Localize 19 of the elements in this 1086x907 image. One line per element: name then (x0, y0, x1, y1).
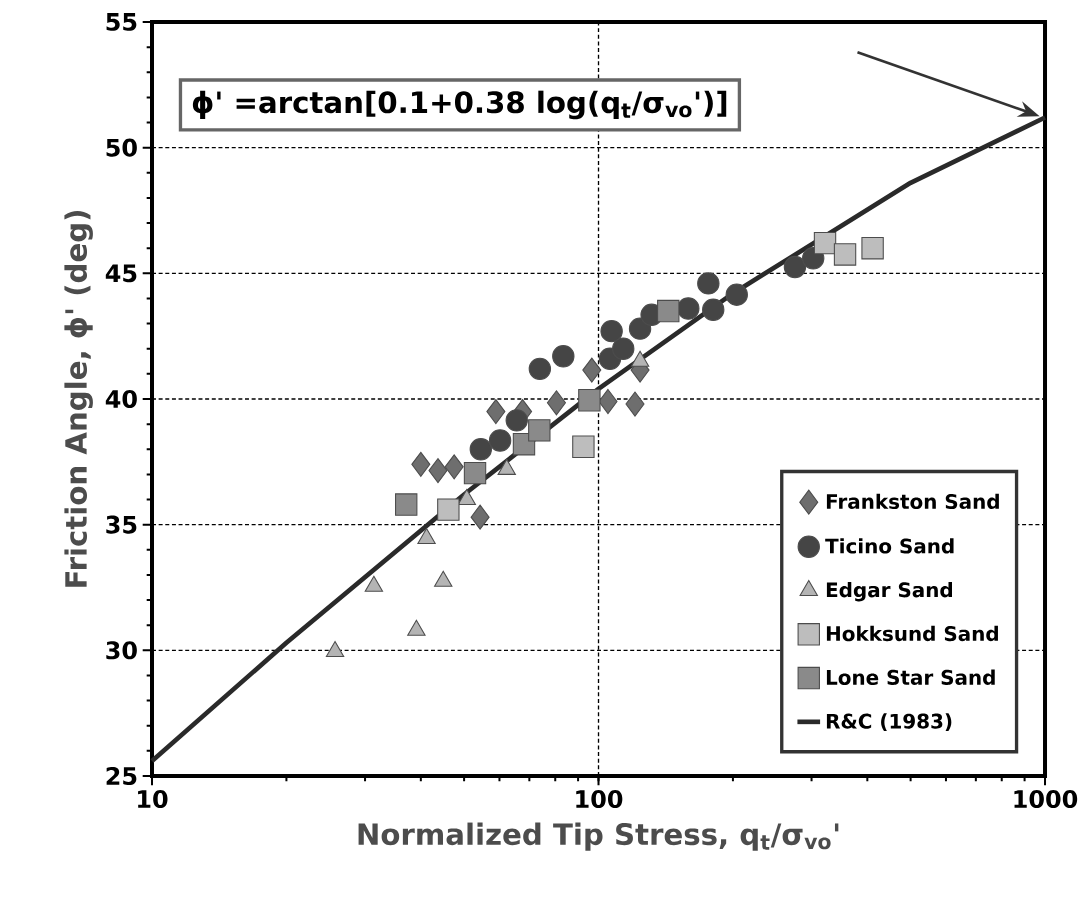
y-tick-label: 40 (105, 389, 137, 409)
x-tick-label: 10 (138, 790, 168, 809)
y-tick-label: 45 (105, 264, 137, 283)
legend-label: Ticino Sand (825, 538, 954, 554)
y-tick-label: 35 (106, 515, 137, 534)
y-tick-label: 50 (106, 138, 137, 157)
y-tick-label: 25 (106, 766, 137, 786)
legend-label: R&C (1983) (826, 713, 952, 732)
legend-label: Edgar Sand (826, 581, 952, 602)
x-tick-label: 100 (576, 790, 623, 809)
y-tick-label: 30 (106, 641, 137, 660)
legend-label: Hokksund Sand (826, 625, 998, 642)
legend-label: Frankston Sand (826, 493, 999, 510)
annotation: ϕ' =arctan[0.1+0.38 log(q$_{t}$/σ$_{vo}$')] (192, 90, 727, 120)
y-tick-label: 55 (106, 13, 137, 31)
x-tick-label: 1000 (1014, 790, 1078, 809)
y-axis-title: Friction Angle, ϕ' (deg) (64, 210, 93, 587)
legend-label: Lone Star Sand (826, 669, 995, 685)
x-axis-title: Normalized Tip Stress, q$_{t}$/σ$_{vo}$' (358, 822, 839, 851)
